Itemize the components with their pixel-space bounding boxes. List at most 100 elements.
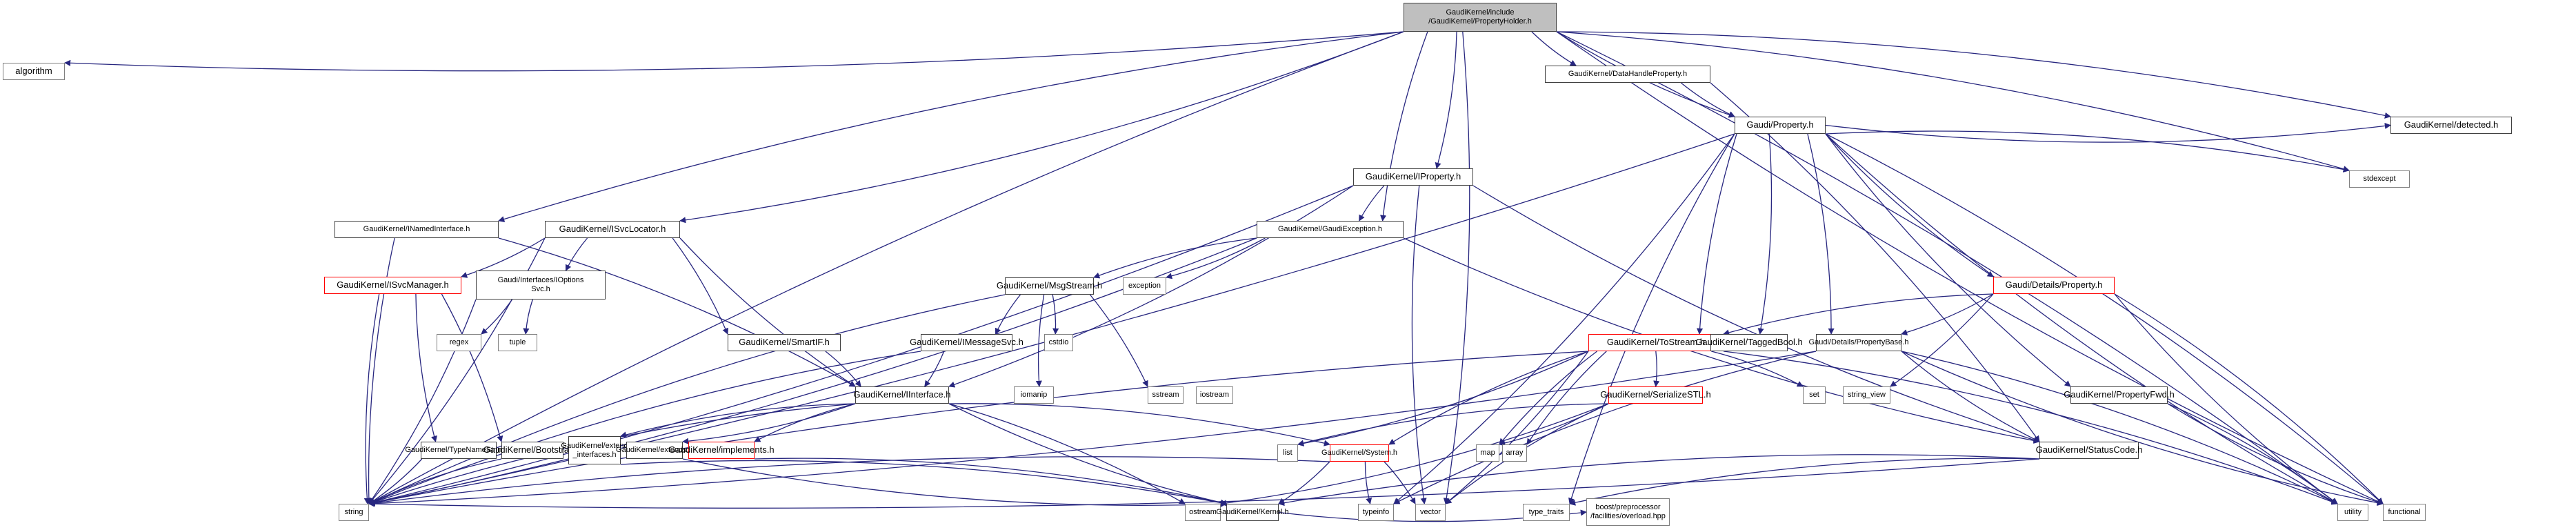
graph-edge-iinterface-to-extends (682, 403, 856, 444)
graph-edge-msgstream-to-cstdio (1052, 294, 1059, 335)
graph-edge-tostream-to-system (1388, 351, 1589, 445)
graph-edge-propertybase-to-string (368, 351, 1817, 507)
graph-edge-ioptionssvc-to-tuple (523, 299, 533, 335)
graph-edge-root-to-stdexcept (1556, 31, 2350, 173)
graph-edge-system-to-string (368, 456, 1330, 507)
graph-edge-root-to-gaudiexception (1380, 31, 1428, 222)
graph-node-map[interactable]: map (1476, 444, 1499, 462)
graph-edge-msgstream-to-iomanip (1035, 294, 1045, 387)
graph-node-isvclocator[interactable]: GaudiKernel/ISvcLocator.h (545, 221, 680, 238)
graph-node-extend_interfaces[interactable]: GaudiKernel/extend _interfaces.h (561, 436, 628, 464)
graph-node-datahandleprop[interactable]: GaudiKernel/DataHandleProperty.h (1545, 66, 1710, 83)
graph-edge-extend_interfaces-to-kernel (620, 460, 1227, 506)
graph-node-inamedinterface[interactable]: GaudiKernel/INamedInterface.h (335, 221, 499, 238)
graph-node-bootstrap[interactable]: GaudiKernel/Bootstrap.h (483, 442, 581, 459)
graph-node-exception[interactable]: exception (1123, 277, 1166, 295)
graph-edge-iinterface-to-implements (754, 403, 856, 442)
graph-node-ostream[interactable]: ostream (1185, 504, 1221, 521)
graph-edge-statuscode-to-type_traits (1569, 458, 2040, 506)
graph-node-msgstream[interactable]: GaudiKernel/MsgStream.h (997, 277, 1102, 295)
graph-node-algorithm[interactable]: algorithm (3, 63, 65, 80)
graph-edge-iinterface-to-system (948, 403, 1330, 446)
graph-edge-tostream-to-utility (1723, 351, 2338, 505)
graph-node-tuple[interactable]: tuple (498, 334, 537, 351)
graph-node-ioptionssvc[interactable]: Gaudi/Interfaces/IOptions Svc.h (476, 271, 606, 300)
graph-node-detailsproperty[interactable]: Gaudi/Details/Property.h (1993, 277, 2115, 294)
graph-edge-msgstream-to-imessagesvc (995, 294, 1021, 335)
graph-node-serializestl[interactable]: GaudiKernel/SerializeSTL.h (1600, 386, 1711, 404)
graph-edge-ioptionssvc-to-regex (481, 299, 513, 335)
graph-edge-root-to-utility (1556, 31, 2338, 504)
graph-edge-propertybase-to-typeinfo (1393, 351, 1817, 504)
graph-node-implements[interactable]: GaudiKernel/implements.h (668, 442, 775, 459)
graph-edge-implements-to-kernel (754, 458, 1227, 506)
graph-node-smartif[interactable]: GaudiKernel/SmartIF.h (728, 334, 841, 351)
graph-edge-detailsproperty-to-propertybase (1901, 293, 1994, 336)
graph-edge-bootstrap-to-string (368, 458, 502, 504)
graph-node-typeinfo[interactable]: typeinfo (1358, 504, 1394, 521)
graph-node-type_traits[interactable]: type_traits (1523, 504, 1570, 521)
graph-node-array[interactable]: array (1502, 444, 1527, 462)
graph-node-string[interactable]: string (339, 504, 369, 521)
graph-edge-propertyfwd-to-utility (2167, 403, 2338, 504)
graph-node-cstdio[interactable]: cstdio (1044, 334, 1073, 351)
graph-node-list[interactable]: list (1277, 444, 1298, 462)
graph-node-statuscode[interactable]: GaudiKernel/StatusCode.h (2036, 442, 2142, 459)
graph-edge-tostream-to-set (1711, 351, 1804, 387)
graph-edge-gaudiproperty-to-detailsproperty (1825, 133, 1994, 277)
graph-edge-imessagesvc-to-string (368, 351, 921, 505)
graph-edge-iinterface-to-extend_interfaces (620, 403, 856, 438)
graph-edge-system-to-kernel (1278, 461, 1330, 504)
graph-node-sstream[interactable]: sstream (1148, 386, 1184, 404)
graph-node-kernel[interactable]: GaudiKernel/Kernel.h (1216, 504, 1289, 521)
graph-edge-inamedinterface-to-iinterface (498, 237, 856, 387)
graph-edge-root-to-iproperty (1435, 31, 1457, 169)
graph-edge-isvclocator-to-iinterface (679, 237, 856, 387)
graph-edge-datahandleprop-to-gaudiproperty (1680, 82, 1735, 117)
graph-node-root[interactable]: GaudiKernel/include /GaudiKernel/Propert… (1404, 3, 1557, 32)
graph-node-boost_overload[interactable]: boost/preprocessor /facilities/overload.… (1586, 498, 1670, 526)
graph-edge-root-to-string (368, 31, 1404, 504)
graph-edge-tostream-to-serializestl (1653, 351, 1660, 387)
graph-node-system[interactable]: GaudiKernel/System.h (1321, 444, 1397, 462)
graph-node-functional[interactable]: functional (2383, 504, 2426, 521)
graph-edge-isvcmanager-to-string (363, 293, 380, 504)
graph-edge-detailsproperty-to-tostream (1723, 293, 1994, 336)
graph-edge-root-to-vector (1443, 31, 1470, 504)
graph-node-isvcmanager[interactable]: GaudiKernel/ISvcManager.h (324, 277, 461, 294)
graph-edge-tostream-to-array (1526, 351, 1607, 445)
graph-edge-gaudiproperty-to-tostream (1696, 133, 1737, 335)
graph-node-stdexcept[interactable]: stdexcept (2349, 170, 2410, 188)
graph-edge-gaudiproperty-to-propertybase (1807, 133, 1835, 335)
graph-node-iostream[interactable]: iostream (1196, 386, 1233, 404)
graph-node-iproperty[interactable]: GaudiKernel/IProperty.h (1353, 168, 1473, 186)
graph-node-iinterface[interactable]: GaudiKernel/IInterface.h (854, 386, 950, 404)
graph-node-set[interactable]: set (1803, 386, 1826, 404)
graph-node-vector[interactable]: vector (1415, 504, 1446, 521)
graph-edge-serializestl-to-list (1297, 403, 1609, 446)
graph-edge-propertybase-to-statuscode (1901, 351, 2040, 442)
graph-edge-tostream-to-list (1297, 351, 1589, 446)
graph-edge-propertyfwd-to-functional (2167, 403, 2384, 505)
graph-node-string_view[interactable]: string_view (1843, 386, 1890, 404)
graph-edge-iproperty-to-vector (1411, 185, 1427, 504)
graph-node-gaudiproperty[interactable]: Gaudi/Property.h (1735, 117, 1826, 134)
graph-node-taggedbool[interactable]: GaudiKernel/TaggedBool.h (1695, 334, 1803, 351)
graph-node-imessagesvc[interactable]: GaudiKernel/IMessageSvc.h (910, 334, 1024, 351)
graph-edge-iinterface-to-kernel (948, 403, 1227, 506)
graph-node-propertyfwd[interactable]: GaudiKernel/PropertyFwd.h (2064, 386, 2175, 404)
graph-node-propertybase[interactable]: Gaudi/Details/PropertyBase.h (1809, 334, 1908, 351)
graph-node-regex[interactable]: regex (437, 334, 481, 351)
graph-node-detected[interactable]: GaudiKernel/detected.h (2390, 117, 2512, 134)
graph-edge-msgstream-to-sstream (1089, 294, 1148, 387)
graph-edge-gaudiexception-to-msgstream (1093, 237, 1257, 279)
graph-edge-propertybase-to-functional (1901, 351, 2384, 506)
graph-node-utility[interactable]: utility (2337, 504, 2368, 521)
graph-edge-smartif-to-iinterface (825, 351, 861, 387)
graph-edge-root-to-functional (1556, 31, 2384, 504)
graph-edge-root-to-isvclocator (679, 31, 1404, 224)
graph-edge-serializestl-to-vector (1445, 403, 1609, 504)
graph-node-gaudiexception[interactable]: GaudiKernel/GaudiException.h (1257, 221, 1404, 238)
graph-node-iomanip[interactable]: iomanip (1014, 386, 1054, 404)
